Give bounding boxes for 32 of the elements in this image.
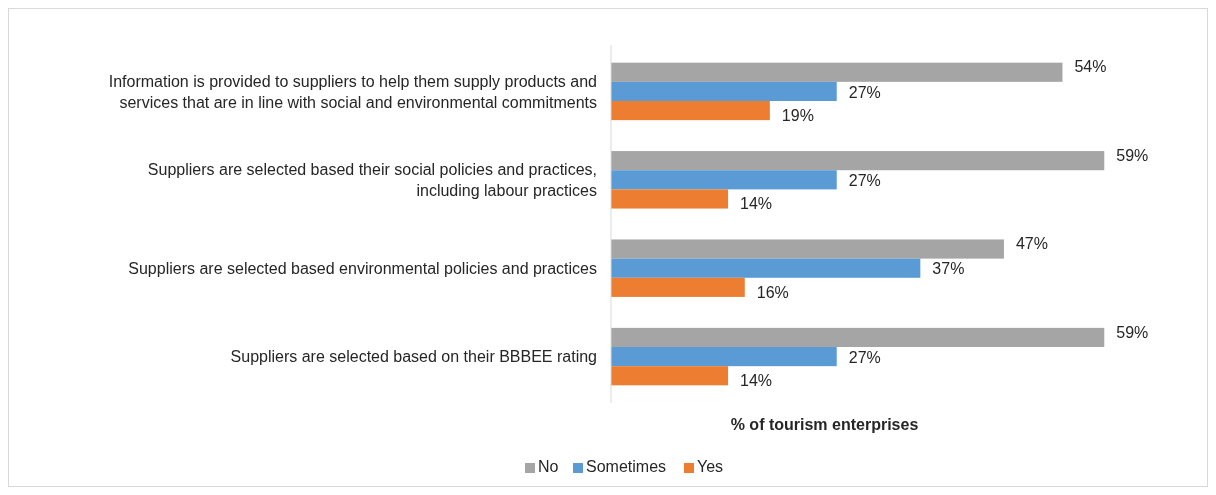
legend-label: Yes [697, 458, 724, 476]
legend-label: No [538, 458, 559, 476]
bar [611, 327, 1105, 348]
y-tick-label: Suppliers are selected based environmental policies and practices [128, 259, 597, 277]
bar [611, 81, 837, 101]
data-label: 14% [740, 371, 773, 389]
bar [611, 151, 1105, 171]
bar [611, 347, 837, 367]
bar [611, 366, 729, 386]
y-tick-label: Suppliers are selected based on their BBBEE rating [230, 348, 597, 366]
data-label: 27% [848, 348, 881, 366]
data-label: 16% [756, 283, 789, 301]
data-label: 37% [932, 260, 965, 278]
y-tick-label: Suppliers are selected based their social policies and practices, including labour practices [147, 161, 597, 200]
data-label: 59% [1116, 146, 1149, 164]
data-label: 47% [1015, 235, 1048, 253]
bar [611, 189, 729, 209]
x-axis-title: % of tourism enterprises [730, 416, 919, 433]
legend-label: Sometimes [586, 458, 667, 476]
bar [611, 239, 1004, 259]
bar [611, 277, 745, 297]
bar [611, 170, 837, 190]
data-label: 59% [1116, 323, 1149, 341]
data-label: 27% [848, 83, 881, 101]
bar [611, 258, 921, 278]
bar [611, 62, 1063, 82]
data-label: 14% [740, 195, 773, 213]
y-tick-label: Information is provided to suppliers to help them supply products and services that are in line with social and environmental commitments [108, 73, 597, 112]
data-label: 54% [1074, 58, 1107, 76]
bar [611, 100, 770, 121]
data-label: 27% [848, 172, 881, 190]
data-label: 19% [781, 106, 814, 124]
